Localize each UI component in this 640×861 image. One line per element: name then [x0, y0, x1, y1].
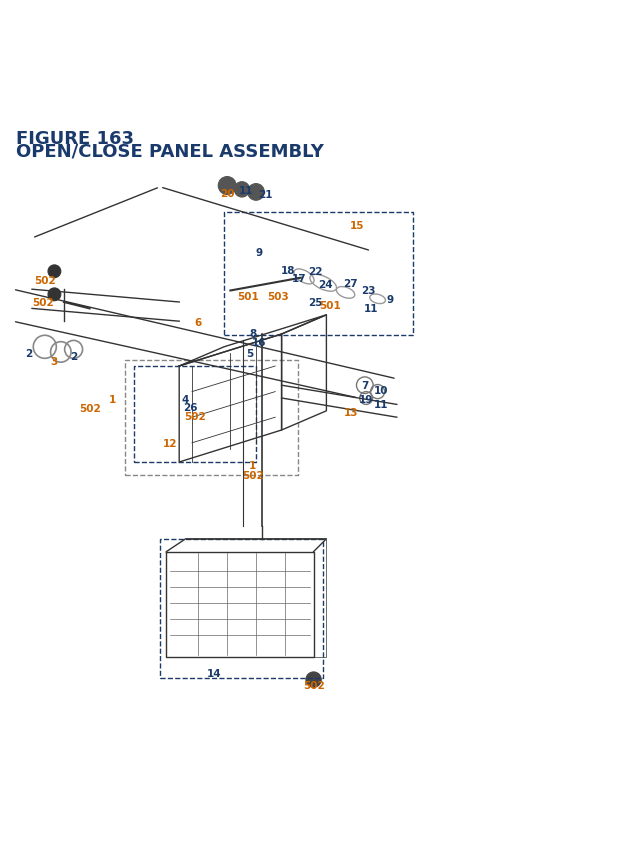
Circle shape [218, 177, 236, 195]
Text: 12: 12 [163, 438, 177, 449]
Text: 503: 503 [268, 291, 289, 301]
Text: FIGURE 163: FIGURE 163 [16, 130, 134, 148]
Text: 6: 6 [195, 318, 202, 328]
Text: 17: 17 [292, 273, 306, 283]
Text: OPEN/CLOSE PANEL ASSEMBLY: OPEN/CLOSE PANEL ASSEMBLY [16, 143, 324, 161]
Text: 26: 26 [184, 402, 198, 412]
Text: 11: 11 [374, 400, 388, 410]
Text: 8: 8 [249, 328, 257, 338]
Circle shape [234, 183, 250, 198]
Text: 5: 5 [246, 349, 253, 359]
Text: 9: 9 [255, 248, 263, 257]
Text: 3: 3 [51, 356, 58, 367]
Circle shape [48, 265, 61, 278]
Text: 15: 15 [350, 221, 364, 231]
Text: 502: 502 [79, 403, 100, 413]
Text: 19: 19 [359, 395, 373, 405]
Text: 10: 10 [374, 386, 388, 396]
Circle shape [48, 288, 61, 301]
Text: 24: 24 [318, 280, 332, 290]
Text: 14: 14 [207, 668, 221, 678]
Text: 2: 2 [25, 349, 33, 359]
Text: 11: 11 [239, 186, 253, 195]
Text: 11: 11 [364, 304, 378, 314]
Text: 16: 16 [252, 338, 266, 347]
Text: 501: 501 [319, 300, 340, 311]
Circle shape [306, 672, 321, 687]
Text: 22: 22 [308, 267, 323, 277]
Circle shape [248, 184, 264, 201]
Text: 13: 13 [344, 407, 358, 418]
Text: 7: 7 [361, 381, 369, 391]
Text: 20: 20 [220, 189, 234, 199]
Text: 1: 1 [249, 461, 257, 471]
Text: 23: 23 [361, 286, 375, 296]
Text: 501: 501 [237, 291, 259, 301]
Text: 25: 25 [308, 298, 323, 307]
Text: 502: 502 [303, 680, 324, 690]
Text: 9: 9 [387, 294, 394, 305]
Text: 502: 502 [184, 412, 206, 421]
Text: 2: 2 [70, 352, 77, 362]
Text: 18: 18 [281, 266, 295, 276]
Text: 4: 4 [182, 395, 189, 405]
Text: 1: 1 [108, 395, 116, 405]
Text: 502: 502 [242, 470, 264, 480]
Text: 502: 502 [33, 298, 54, 307]
Text: 21: 21 [259, 190, 273, 201]
Text: 27: 27 [344, 278, 358, 288]
Text: 502: 502 [34, 276, 56, 285]
